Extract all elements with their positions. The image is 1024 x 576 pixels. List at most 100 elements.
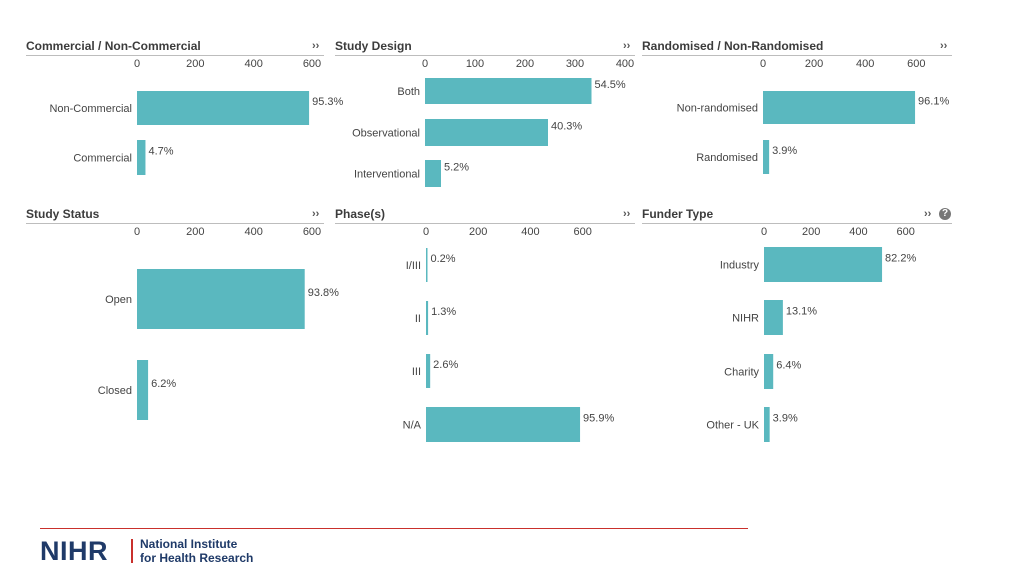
category-label: Non-Commercial: [49, 103, 132, 115]
bar: [426, 301, 429, 335]
chart-title: Phase(s): [335, 207, 386, 221]
title-underline: [335, 223, 635, 224]
x-tick-label: 300: [566, 58, 584, 70]
category-label: Closed: [98, 385, 132, 397]
panel-randomised: Randomised / Non-Randomised ›› 0 200 400 600 N…: [642, 39, 952, 199]
data-label: 96.1%: [918, 96, 949, 108]
bar: [425, 119, 548, 146]
chart-svg: 0 100 200 300 400 Both 54.5% Observational 40.3%…: [352, 58, 634, 187]
category-label: NIHR: [732, 313, 759, 325]
panel-study-status: Study Status ›› 0 200 400 600 Open 93.8% Closed 6…: [26, 207, 339, 447]
bar: [425, 78, 592, 104]
data-label: 93.8%: [308, 287, 339, 299]
footer-divider: [40, 528, 748, 529]
x-tick-label: 400: [244, 226, 262, 238]
chart-svg: 0 200 400 600 Open 93.8% Closed 6.2%: [98, 226, 339, 420]
chart-title: Study Status: [26, 207, 100, 221]
title-underline: [26, 223, 324, 224]
title-underline: [642, 55, 952, 56]
data-label: 2.6%: [433, 359, 458, 371]
bar: [764, 247, 883, 282]
category-label: Industry: [720, 260, 760, 272]
data-label: 3.9%: [772, 145, 797, 157]
data-label: 40.3%: [551, 121, 582, 133]
logo-mark: NIHR: [40, 536, 108, 566]
data-label: 82.2%: [885, 253, 916, 265]
data-label: 0.2%: [431, 253, 456, 265]
x-tick-label: 200: [186, 226, 204, 238]
data-label: 5.2%: [444, 162, 469, 174]
x-tick-label: 0: [423, 226, 429, 238]
panel-funder-type: Funder Type ››? 0 200 400 600 Industry 82.2% NIH…: [642, 207, 952, 447]
bar: [425, 160, 441, 187]
x-tick-label: 400: [521, 226, 539, 238]
bar: [764, 354, 774, 389]
x-tick-label: 100: [466, 58, 484, 70]
data-label: 3.9%: [773, 413, 798, 425]
x-tick-label: 600: [896, 226, 914, 238]
x-tick-label: 0: [422, 58, 428, 70]
bar: [137, 140, 146, 175]
x-tick-label: 200: [516, 58, 534, 70]
chart-title: Commercial / Non-Commercial: [26, 39, 201, 53]
x-tick-label: 600: [573, 226, 591, 238]
panel-phases: Phase(s) ›› 0 200 400 600 I/III 0.2% II 1.3% III 2.…: [335, 207, 635, 447]
x-tick-label: 200: [802, 226, 820, 238]
bar: [426, 407, 581, 442]
panel-commercial: Commercial / Non-Commercial ›› 0 200 400 600 N…: [26, 39, 343, 199]
bar: [137, 360, 149, 420]
category-label: Interventional: [354, 169, 420, 181]
chart-svg: 0 200 400 600 Industry 82.2% NIHR 13.1% Charity 6…: [706, 226, 916, 442]
category-label: Observational: [352, 128, 420, 140]
chart-title: Study Design: [335, 39, 412, 53]
expand-chevron-icon[interactable]: ››: [312, 208, 320, 220]
x-tick-label: 600: [907, 58, 925, 70]
data-label: 6.4%: [776, 360, 801, 372]
bar: [426, 354, 431, 388]
logo-line-1: National Institute: [140, 537, 238, 551]
expand-chevron-icon[interactable]: ››: [924, 208, 932, 220]
expand-chevron-icon[interactable]: ››: [312, 40, 320, 52]
data-label: 6.2%: [151, 378, 176, 390]
x-tick-label: 600: [303, 58, 321, 70]
x-tick-label: 200: [805, 58, 823, 70]
expand-chevron-icon[interactable]: ››: [623, 208, 631, 220]
bar: [137, 269, 305, 329]
category-label: Open: [105, 294, 132, 306]
bar: [764, 300, 783, 335]
category-label: I/III: [406, 260, 421, 272]
x-tick-label: 400: [856, 58, 874, 70]
logo-line-2: for Health Research: [140, 551, 254, 565]
expand-chevron-icon[interactable]: ››: [623, 40, 631, 52]
data-label: 4.7%: [148, 146, 173, 158]
category-label: Non-randomised: [677, 103, 758, 115]
data-label: 95.9%: [583, 413, 614, 425]
data-label: 1.3%: [431, 306, 456, 318]
chart-title: Randomised / Non-Randomised: [642, 39, 824, 53]
x-tick-label: 200: [469, 226, 487, 238]
x-tick-label: 200: [186, 58, 204, 70]
category-label: Randomised: [696, 152, 758, 164]
title-underline: [335, 55, 635, 56]
category-label: II: [415, 313, 421, 325]
x-tick-label: 600: [303, 226, 321, 238]
logo-divider: [131, 539, 133, 563]
chart-svg: 0 200 400 600 Non-randomised 96.1% Randomised 3…: [677, 58, 949, 174]
title-underline: [642, 223, 952, 224]
data-label: 54.5%: [595, 79, 626, 91]
help-icon[interactable]: ?: [939, 208, 951, 220]
x-tick-label: 400: [616, 58, 634, 70]
chart-svg: 0 200 400 600 Non-Commercial 95.3% Commercial 4…: [49, 58, 343, 175]
bar: [137, 91, 310, 125]
bar: [764, 407, 770, 442]
expand-chevron-icon[interactable]: ››: [940, 40, 948, 52]
category-label: Charity: [724, 367, 759, 379]
data-label: 13.1%: [786, 306, 817, 318]
chart-title: Funder Type: [642, 207, 714, 221]
category-label: Commercial: [73, 153, 132, 165]
x-tick-label: 400: [244, 58, 262, 70]
title-underline: [26, 55, 324, 56]
logo-text: National Institute for Health Research: [140, 537, 253, 565]
x-tick-label: 0: [760, 58, 766, 70]
bar: [763, 140, 770, 174]
